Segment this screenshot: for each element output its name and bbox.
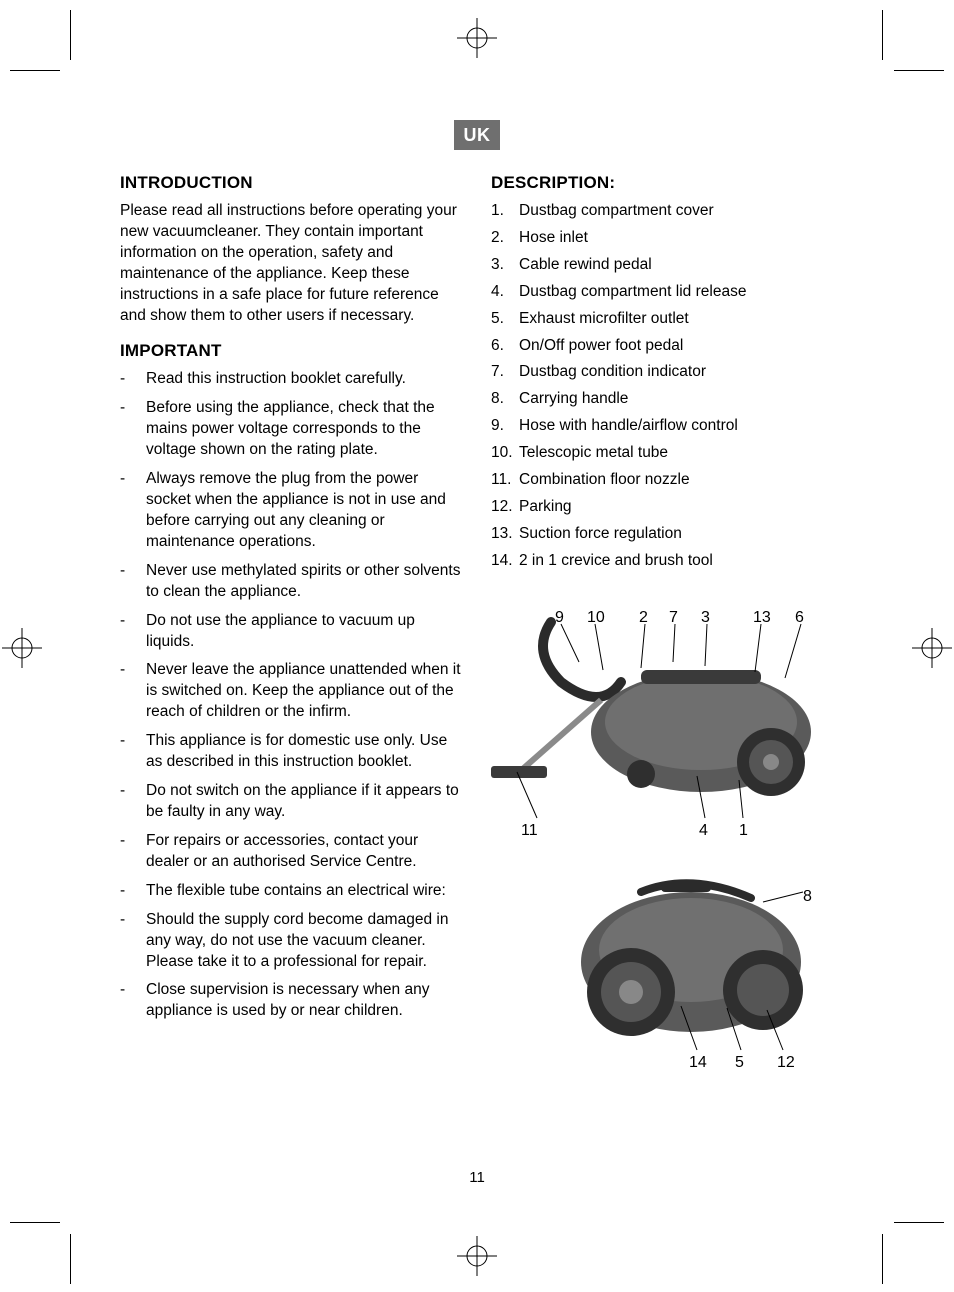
important-item: Do not switch on the appliance if it app… xyxy=(120,781,463,823)
crop-mark xyxy=(10,1222,60,1223)
important-list: Read this instruction booklet carefully.… xyxy=(120,369,463,1022)
description-item-text: Dustbag condition indicator xyxy=(519,363,706,380)
diagram-callout-label: 6 xyxy=(795,607,804,629)
important-item: Never leave the appliance unattended whe… xyxy=(120,660,463,723)
diagram-callout-label: 2 xyxy=(639,607,648,629)
important-item: Never use methylated spirits or other so… xyxy=(120,561,463,603)
important-item: This appliance is for domestic use only.… xyxy=(120,731,463,773)
description-item-number: 7. xyxy=(491,362,504,383)
description-item-number: 3. xyxy=(491,255,504,276)
description-item: 7. Dustbag condition indicator xyxy=(491,362,834,383)
introduction-heading: INTRODUCTION xyxy=(120,172,463,195)
diagram-svg xyxy=(491,602,831,1062)
diagram-callout-label: 12 xyxy=(777,1052,795,1074)
right-column: DESCRIPTION: 1. Dustbag compartment cover… xyxy=(491,172,834,1062)
description-item-number: 5. xyxy=(491,309,504,330)
diagram-callout-label: 13 xyxy=(753,607,771,629)
important-item: Should the supply cord become damaged in… xyxy=(120,910,463,973)
description-heading: DESCRIPTION: xyxy=(491,172,834,195)
description-item-text: Parking xyxy=(519,498,572,515)
description-item-text: Carrying handle xyxy=(519,390,628,407)
description-item-text: Suction force regulation xyxy=(519,525,682,542)
crop-mark xyxy=(894,1222,944,1223)
diagram-callout-label: 7 xyxy=(669,607,678,629)
diagram-callout-label: 5 xyxy=(735,1052,744,1074)
diagram-callout-label: 8 xyxy=(803,886,812,908)
description-item: 6. On/Off power foot pedal xyxy=(491,336,834,357)
introduction-text: Please read all instructions before oper… xyxy=(120,201,463,327)
product-diagram: 9102731361141814512 xyxy=(491,602,831,1062)
description-list: 1. Dustbag compartment cover 2. Hose inlet 3… xyxy=(491,201,834,572)
diagram-callout-label: 1 xyxy=(739,820,748,842)
important-item: Always remove the plug from the power so… xyxy=(120,469,463,553)
description-item: 8. Carrying handle xyxy=(491,389,834,410)
description-item: 2. Hose inlet xyxy=(491,228,834,249)
important-item: Before using the appliance, check that t… xyxy=(120,398,463,461)
two-column-layout: INTRODUCTION Please read all instruction… xyxy=(120,172,834,1062)
description-item-number: 4. xyxy=(491,282,504,303)
diagram-callout-label: 4 xyxy=(699,820,708,842)
description-item-text: Cable rewind pedal xyxy=(519,256,652,273)
description-item: 10. Telescopic metal tube xyxy=(491,443,834,464)
registration-mark xyxy=(457,1236,497,1276)
important-item: The flexible tube contains an electrical… xyxy=(120,881,463,902)
description-item-number: 6. xyxy=(491,336,504,357)
description-item-text: 2 in 1 crevice and brush tool xyxy=(519,552,713,569)
crop-mark xyxy=(894,70,944,71)
description-item-text: Telescopic metal tube xyxy=(519,444,668,461)
description-item: 14. 2 in 1 crevice and brush tool xyxy=(491,551,834,572)
registration-mark xyxy=(457,18,497,58)
description-item-text: Dustbag compartment lid release xyxy=(519,283,746,300)
crop-mark xyxy=(882,10,883,60)
description-item-text: Combination floor nozzle xyxy=(519,471,690,488)
description-item-text: Dustbag compartment cover xyxy=(519,202,714,219)
crop-mark xyxy=(10,70,60,71)
description-item: 13. Suction force regulation xyxy=(491,524,834,545)
language-badge: UK xyxy=(454,120,500,150)
description-item: 4. Dustbag compartment lid release xyxy=(491,282,834,303)
diagram-callout-label: 3 xyxy=(701,607,710,629)
description-item-number: 10. xyxy=(491,443,513,464)
registration-mark xyxy=(2,628,42,668)
crop-mark xyxy=(882,1234,883,1284)
left-column: INTRODUCTION Please read all instruction… xyxy=(120,172,463,1062)
important-item: Do not use the appliance to vacuum up li… xyxy=(120,611,463,653)
description-item-number: 8. xyxy=(491,389,504,410)
diagram-callout-label: 9 xyxy=(555,607,564,629)
diagram-callout-label: 11 xyxy=(521,820,538,842)
description-item: 12. Parking xyxy=(491,497,834,518)
important-item: For repairs or accessories, contact your… xyxy=(120,831,463,873)
description-item-number: 9. xyxy=(491,416,504,437)
description-item-text: Exhaust microfilter outlet xyxy=(519,310,689,327)
description-item-number: 11. xyxy=(491,470,511,491)
description-item: 1. Dustbag compartment cover xyxy=(491,201,834,222)
important-item: Close supervision is necessary when any … xyxy=(120,980,463,1022)
description-item-text: Hose inlet xyxy=(519,229,588,246)
important-heading: IMPORTANT xyxy=(120,340,463,363)
description-item-number: 14. xyxy=(491,551,513,572)
description-item-number: 2. xyxy=(491,228,504,249)
description-item: 11. Combination floor nozzle xyxy=(491,470,834,491)
important-item: Read this instruction booklet carefully. xyxy=(120,369,463,390)
page-number: 11 xyxy=(469,1169,485,1186)
registration-mark xyxy=(912,628,952,668)
description-item-number: 13. xyxy=(491,524,513,545)
page-content: UK INTRODUCTION Please read all instruct… xyxy=(120,90,834,1200)
description-item: 5. Exhaust microfilter outlet xyxy=(491,309,834,330)
description-item-text: On/Off power foot pedal xyxy=(519,337,683,354)
diagram-callout-label: 10 xyxy=(587,607,605,629)
description-item: 3. Cable rewind pedal xyxy=(491,255,834,276)
description-item-number: 12. xyxy=(491,497,513,518)
description-item: 9. Hose with handle/airflow control xyxy=(491,416,834,437)
description-item-number: 1. xyxy=(491,201,504,222)
description-item-text: Hose with handle/airflow control xyxy=(519,417,738,434)
diagram-callout-label: 14 xyxy=(689,1052,707,1074)
crop-mark xyxy=(70,10,71,60)
crop-mark xyxy=(70,1234,71,1284)
